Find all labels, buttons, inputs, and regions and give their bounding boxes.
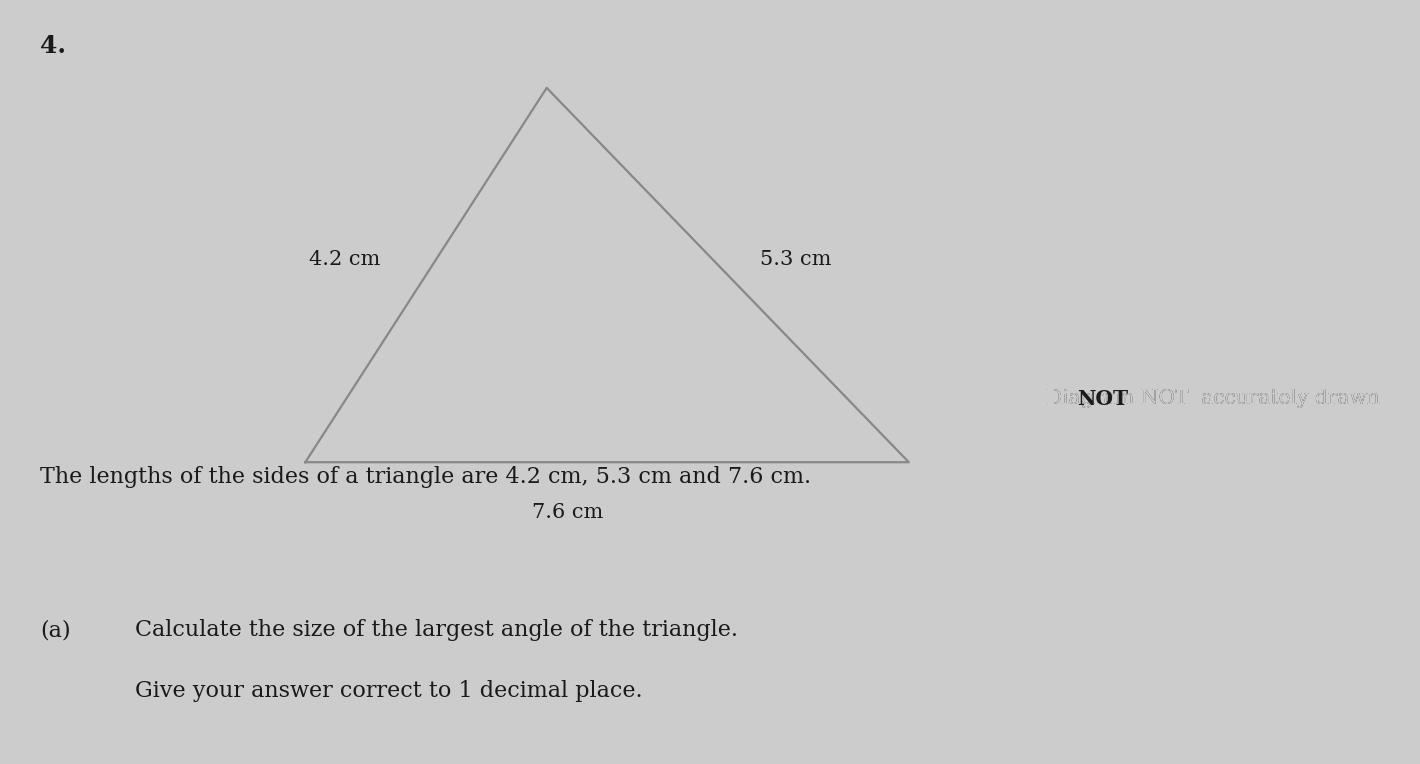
Text: 4.: 4.	[40, 34, 65, 58]
Text: Calculate the size of the largest angle of the triangle.: Calculate the size of the largest angle …	[135, 620, 738, 641]
Text: (a): (a)	[40, 620, 71, 641]
Text: Diagram NOT  accurately drawn: Diagram NOT accurately drawn	[1047, 390, 1380, 408]
Text: 5.3 cm: 5.3 cm	[760, 251, 831, 269]
Text: Diagram NOT  accurately drawn: Diagram NOT accurately drawn	[1047, 390, 1380, 408]
Text: NOT: NOT	[1078, 389, 1129, 409]
Text: Diagram: Diagram	[0, 755, 95, 764]
Text: NOT: NOT	[0, 755, 48, 764]
Text: The lengths of the sides of a triangle are 4.2 cm, 5.3 cm and 7.6 cm.: The lengths of the sides of a triangle a…	[40, 467, 811, 488]
Text: Give your answer correct to 1 decimal place.: Give your answer correct to 1 decimal pl…	[135, 681, 642, 702]
Text: 7.6 cm: 7.6 cm	[532, 503, 604, 522]
Text: 4.2 cm: 4.2 cm	[310, 251, 381, 269]
